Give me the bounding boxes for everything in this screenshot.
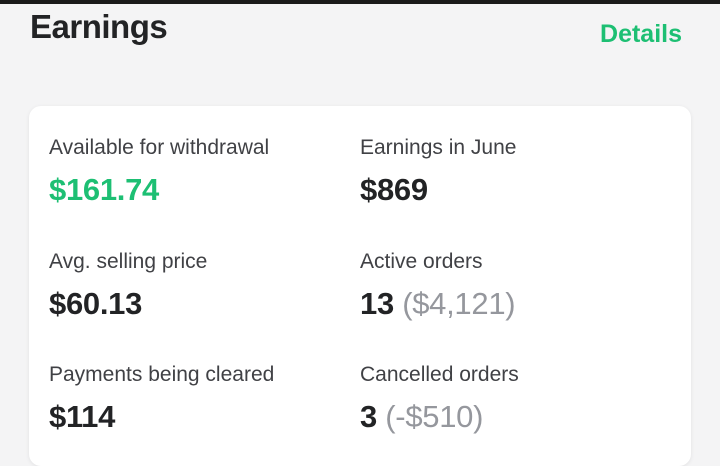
stat-sub-value: (-$510): [385, 399, 484, 434]
stat-avg-selling-price: Avg. selling price $60.13: [49, 250, 349, 322]
stat-label: Earnings in June: [360, 136, 517, 159]
stat-payments-being-cleared: Payments being cleared $114: [49, 363, 349, 435]
stat-value: $114: [49, 399, 116, 434]
stat-earnings-in-month: Earnings in June $869: [360, 136, 660, 208]
stat-value: 13: [360, 286, 394, 321]
stat-cancelled-orders[interactable]: Cancelled orders 3 (-$510): [360, 363, 660, 435]
stat-value-group: 3 (-$510): [360, 399, 660, 435]
earnings-header: Earnings Details: [0, 0, 720, 90]
stat-value: $869: [360, 172, 428, 207]
stat-label: Avg. selling price: [49, 250, 208, 273]
stat-label: Cancelled orders: [360, 363, 519, 386]
stat-value: $161.74: [49, 172, 159, 207]
details-link[interactable]: Details: [600, 20, 682, 48]
top-edge: [0, 0, 720, 4]
stat-label: Payments being cleared: [49, 363, 275, 386]
stat-sub-value: ($4,121): [402, 286, 516, 321]
stat-label: Available for withdrawal: [49, 136, 270, 159]
stat-active-orders[interactable]: Active orders 13 ($4,121): [360, 250, 660, 322]
stat-value: $60.13: [49, 286, 143, 321]
stat-label: Active orders: [360, 250, 483, 273]
stat-available-for-withdrawal: Available for withdrawal $161.74: [49, 136, 349, 208]
page-title: Earnings: [30, 8, 168, 45]
earnings-card: Available for withdrawal $161.74 Earning…: [29, 106, 691, 466]
stat-value-group: 13 ($4,121): [360, 286, 660, 322]
stat-value: 3: [360, 399, 377, 434]
